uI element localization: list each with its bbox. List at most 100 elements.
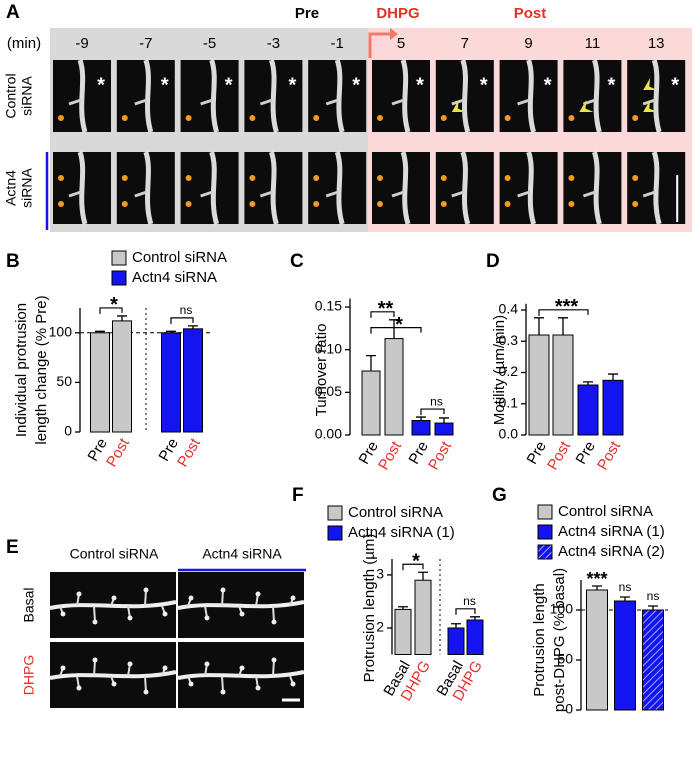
spine [272,659,275,677]
dendrite [209,59,220,133]
legend-swatch [111,270,127,286]
spine-head [220,587,226,593]
y-tick-label: 0.3 [499,332,519,348]
y-axis-label: length change (% Pre) [33,295,50,444]
spine-head [143,587,149,593]
phase-label: DHPG [376,5,419,22]
bracket [455,608,476,615]
orange-dot [121,175,128,181]
orange-dot [440,201,447,207]
legend-label: Control siRNA [348,504,443,521]
micrograph [180,152,239,224]
legend-label: Control siRNA [558,503,653,520]
spine-head [127,661,133,667]
spine [391,98,405,106]
error-bar [620,596,630,601]
x-tick-label: Post [174,435,204,470]
orange-dot [568,115,575,121]
panel-letter: G [492,485,507,506]
orange-dot [377,201,383,207]
orange-dot [504,115,511,121]
bracket [99,307,123,314]
dendrite [591,151,602,225]
dendrite [77,151,88,225]
spine [144,589,147,607]
row-label: Actn4 [3,170,19,206]
orange-dot [249,201,256,207]
asterisk: * [416,74,424,96]
dendrite [77,59,88,133]
spine-head [239,665,245,671]
significance: ns [647,589,660,603]
significance: * [395,314,403,336]
time-label: 13 [648,35,665,52]
bar [577,384,599,436]
dhpg-arrowhead [390,28,398,40]
spine-head [188,681,194,687]
orange-dot [632,201,639,207]
phase-label: Pre [295,5,319,22]
asterisk: * [225,74,233,96]
error-bar [188,325,198,329]
orange-dot [313,115,320,121]
dendrite [143,151,154,225]
y-tick-label: 0.1 [499,394,519,410]
bar [642,609,664,711]
y-tick-label: 50 [557,651,573,667]
dendrite [526,151,537,225]
dendrite [209,151,220,225]
row-label: siRNA [19,168,35,208]
spine [200,190,214,198]
spine [325,190,339,198]
y-axis-label: Motility (µm/min) [491,315,508,425]
time-label: -1 [331,35,344,52]
row-label: Control [3,73,19,118]
legend-swatch [327,505,343,521]
spine-head [271,657,277,663]
spine [144,675,147,693]
error-bar [117,315,127,321]
y-tick-label: 0.4 [499,301,519,317]
row-label: Basal [21,587,37,622]
asterisk: * [608,74,616,96]
y-tick-label: 0 [565,701,573,717]
orange-dot [121,201,128,207]
orange-dot [249,175,256,181]
bar [447,627,465,656]
significance: ** [378,298,394,320]
column-label: Actn4 siRNA [202,546,282,562]
spine-head [255,591,261,597]
error-bar [648,605,658,610]
error-bar [608,373,618,381]
bar [361,370,381,436]
dendrite [177,600,305,610]
time-label: 11 [585,35,601,52]
dendrite [651,59,662,133]
time-label: -9 [75,35,88,52]
error-bar [439,417,449,424]
spine-head [271,619,277,625]
panel-letter: A [6,2,20,23]
x-tick-label: Post [103,435,133,470]
spine-head [76,591,82,597]
panel-letter: B [6,251,20,272]
error-bar [418,571,428,581]
bar [552,334,574,436]
y-axis-label: Turnover ratio [313,324,330,417]
spine-head [127,615,133,621]
micrograph [372,152,430,224]
orange-dot [632,115,639,121]
error-bar [389,319,399,339]
dhpg-arrow [368,32,392,58]
time-label: 7 [461,35,469,52]
phase-label: Post [514,5,547,22]
orange-dot [377,115,383,121]
significance: * [412,551,420,573]
dendrite [400,59,411,133]
dendrite [400,151,411,225]
spine [134,98,148,106]
significance: ns [619,580,632,594]
bar [414,579,432,656]
y-tick-label: 0.2 [499,363,519,379]
